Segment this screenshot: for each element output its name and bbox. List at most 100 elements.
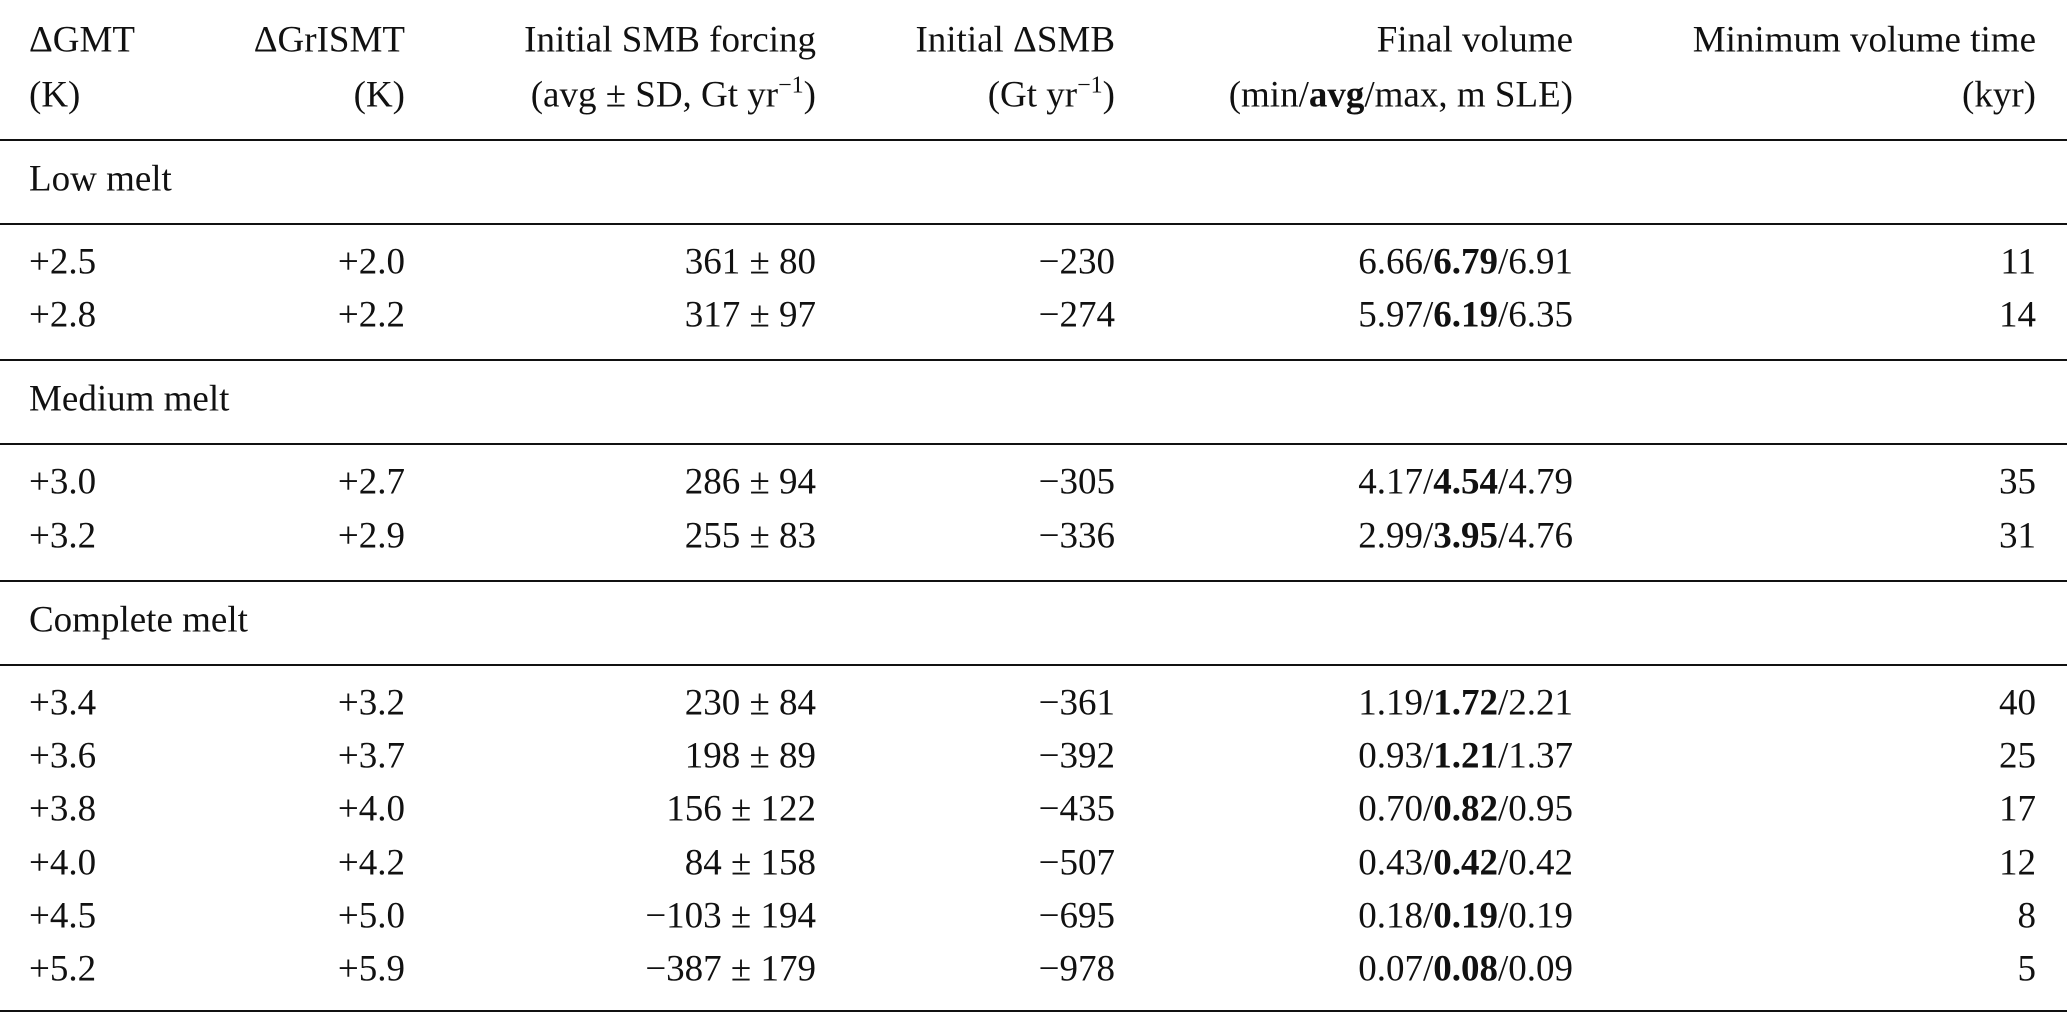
table-cell: 255 ± 83 (684, 515, 816, 557)
bold-segment: 0.08 (1433, 948, 1498, 990)
table-cell: −387 ± 179 (645, 948, 816, 990)
superscript: −1 (778, 72, 804, 99)
text-segment: (min/ (1228, 74, 1309, 116)
bold-segment: 0.42 (1433, 842, 1498, 883)
header-cell: (min/avg/max, m SLE) (1229, 77, 1573, 114)
table-cell: +4.0 (337, 788, 405, 830)
rule (0, 663, 2067, 666)
bold-segment: 6.19 (1433, 294, 1498, 336)
header-cell: (kyr) (1962, 77, 2036, 114)
table-cell: +5.2 (29, 948, 97, 990)
table-cell: 0.07/0.08/0.09 (1358, 951, 1573, 988)
table-cell: 0.70/0.82/0.95 (1358, 791, 1573, 828)
table-cell: +2.2 (337, 294, 405, 336)
text-segment: 1.19/ (1358, 682, 1434, 724)
text-segment: 0.43/ (1358, 842, 1434, 883)
table-cell: +4.2 (337, 842, 405, 883)
text-segment: 2.99/ (1358, 515, 1434, 557)
table-cell: 1.19/1.72/2.21 (1358, 684, 1573, 721)
rule (0, 1010, 2067, 1012)
superscript: −1 (1077, 72, 1103, 99)
table-cell: −435 (1038, 788, 1115, 830)
table-cell: +3.2 (29, 515, 97, 557)
text-segment: /0.95 (1497, 788, 1573, 830)
text-segment: Initial SMB forcing (524, 19, 816, 61)
table-cell: 31 (1999, 515, 2036, 557)
table-cell: 11 (2000, 241, 2036, 283)
table-cell: +5.9 (337, 948, 405, 990)
rule (0, 139, 2067, 141)
table-cell: +3.0 (29, 461, 97, 503)
table-cell: 4.17/4.54/4.79 (1358, 464, 1573, 501)
table-cell: 317 ± 97 (684, 294, 816, 336)
table-cell: +2.5 (29, 241, 97, 283)
table-cell: 0.18/0.19/0.19 (1358, 897, 1573, 934)
table-cell: 17 (1999, 788, 2036, 830)
table-cell: −336 (1038, 515, 1115, 557)
text-segment: ) (1102, 74, 1115, 116)
header-cell: (K) (354, 77, 405, 114)
table-cell: +2.8 (29, 294, 97, 336)
bold-segment: 6.79 (1433, 241, 1498, 283)
table-cell: 198 ± 89 (684, 735, 816, 777)
table-cell: 14 (1999, 294, 2036, 336)
header-cell: Final volume (1377, 22, 1573, 59)
table-cell: 25 (1999, 735, 2036, 777)
text-segment: /6.91 (1497, 241, 1573, 283)
group-label: Complete melt (29, 599, 248, 641)
table-cell: 84 ± 158 (684, 842, 816, 883)
text-segment: /4.76 (1497, 515, 1573, 557)
table-cell: 0.93/1.21/1.37 (1358, 737, 1573, 774)
text-segment: 0.07/ (1358, 948, 1434, 990)
bold-segment: 4.54 (1433, 461, 1498, 503)
rule (0, 223, 2067, 225)
table-cell: 12 (1999, 842, 2036, 883)
text-segment: /max, m SLE) (1364, 74, 1573, 116)
table-cell: 2.99/3.95/4.76 (1358, 517, 1573, 554)
bold-segment: 0.19 (1433, 895, 1498, 937)
table-cell: 286 ± 94 (684, 461, 816, 503)
table-cell: −230 (1038, 241, 1115, 283)
text-segment: /6.35 (1497, 294, 1573, 336)
header-cell: (K) (29, 77, 80, 114)
table-cell: +3.4 (29, 682, 97, 724)
text-segment: Final volume (1376, 19, 1573, 61)
text-segment: /0.09 (1497, 948, 1573, 990)
text-segment: /0.42 (1497, 842, 1573, 883)
table-cell: −695 (1038, 895, 1115, 937)
bold-segment: 3.95 (1433, 515, 1498, 557)
table-cell: −978 (1038, 948, 1115, 990)
rule (0, 359, 2067, 362)
table-cell: +4.5 (29, 895, 97, 937)
table-cell: −361 (1038, 682, 1115, 724)
bold-segment: 1.72 (1433, 682, 1498, 724)
text-segment: /2.21 (1497, 682, 1573, 724)
text-segment: /1.37 (1497, 735, 1573, 777)
table-cell: +2.9 (337, 515, 405, 557)
text-segment: 0.93/ (1358, 735, 1434, 777)
table-cell: +3.2 (337, 682, 405, 724)
text-segment: 0.70/ (1358, 788, 1434, 830)
text-segment: 5.97/ (1358, 294, 1434, 336)
table-cell: +3.7 (337, 735, 405, 777)
text-segment: 6.66/ (1358, 241, 1434, 283)
text-segment: 4.17/ (1358, 461, 1434, 503)
table-cell: −103 ± 194 (645, 895, 816, 937)
group-label: Medium melt (29, 378, 230, 420)
table-cell: 0.43/0.42/0.42 (1358, 844, 1573, 881)
table-cell: +3.6 (29, 735, 97, 777)
table-cell: +3.8 (29, 788, 97, 830)
group-label: Low melt (29, 158, 172, 200)
header-cell: (Gt yr−1) (988, 74, 1115, 116)
bold-segment: avg (1308, 74, 1365, 116)
text-segment: Minimum volume time (1692, 19, 2036, 61)
table-cell: 5.97/6.19/6.35 (1358, 297, 1573, 334)
table-cell: 40 (1999, 682, 2036, 724)
table-cell: −305 (1038, 461, 1115, 503)
header-cell: ΔGMT (29, 22, 135, 59)
table-cell: −507 (1038, 842, 1115, 883)
text-segment: 0.18/ (1358, 895, 1434, 937)
header-cell: Minimum volume time (1693, 22, 2036, 59)
text-segment: (kyr) (1962, 74, 2036, 116)
